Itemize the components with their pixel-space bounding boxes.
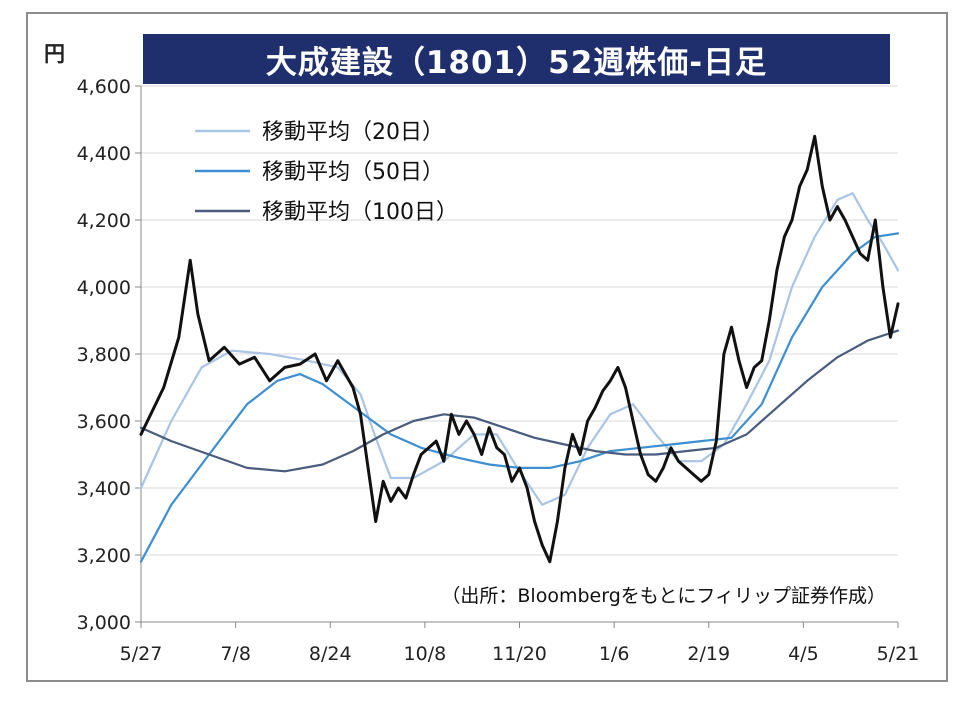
x-tick-label: 1/6 — [599, 643, 630, 665]
y-tick-label: 3,600 — [77, 411, 131, 433]
series-line-price — [139, 134, 900, 564]
y-tick-label: 3,400 — [77, 478, 131, 500]
x-tick-label: 5/21 — [877, 643, 920, 665]
x-axis: 5/27 7/8 8/24 10/8 11/20 1/6 2/19 4/5 5/21 — [120, 622, 920, 665]
y-tick-label: 3,200 — [77, 545, 131, 567]
y-tick-label: 4,000 — [77, 277, 131, 299]
x-tick-label: 4/5 — [788, 643, 819, 665]
legend-label-ma100: 移動平均（100日） — [262, 200, 458, 225]
y-tick-label: 4,200 — [77, 210, 131, 232]
x-tick-label: 11/20 — [492, 643, 547, 665]
chart-title: 大成建設（1801）52週株価‐日足 — [143, 34, 890, 84]
x-tick-label: 2/19 — [687, 643, 730, 665]
series-group — [139, 134, 900, 564]
legend-label-ma20: 移動平均（20日） — [262, 120, 444, 145]
series-line-ma100 — [139, 329, 900, 473]
x-tick-label: 8/24 — [309, 643, 352, 665]
y-tick-label: 4,600 — [77, 76, 131, 98]
chart-frame — [26, 12, 948, 682]
source-note: （出所：Bloombergをもとにフィリップ証券作成） — [441, 585, 886, 607]
y-tick-label: 3,800 — [77, 344, 131, 366]
y-tick-label: 4,400 — [77, 143, 131, 165]
y-tick-label: 3,000 — [77, 612, 131, 634]
y-axis: 3,000 3,200 3,400 3,600 3,800 4,000 4,200 4,400… — [77, 76, 142, 634]
series-line-ma50 — [139, 232, 900, 563]
x-tick-label: 5/27 — [120, 643, 163, 665]
x-tick-label: 10/8 — [404, 643, 447, 665]
legend: 移動平均（20日） 移動平均（50日） 移動平均（100日） — [195, 120, 458, 225]
y-axis-unit: 円 — [44, 42, 65, 66]
x-tick-label: 7/8 — [220, 643, 251, 665]
legend-label-ma50: 移動平均（50日） — [262, 160, 444, 185]
